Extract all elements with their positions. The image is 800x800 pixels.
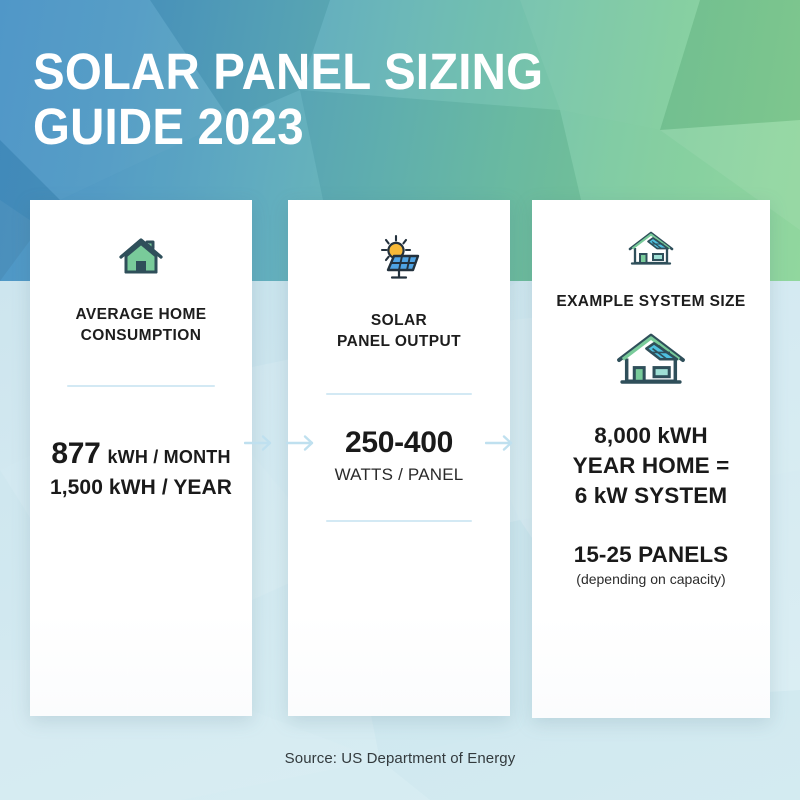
consumption-secondary-value: 1,500 kWH / YEAR bbox=[49, 476, 233, 499]
panel-output-value: 250-400 bbox=[345, 426, 453, 459]
house-with-solar-panels-icon bbox=[626, 230, 676, 268]
consumption-value: 877 bbox=[51, 437, 101, 470]
house-with-solar-panels-large-icon bbox=[613, 331, 689, 389]
arrow-right-icon-1 bbox=[243, 433, 274, 458]
card-heading: SOLAR PANEL OUTPUT bbox=[337, 312, 461, 350]
card-surface bbox=[288, 200, 510, 716]
consumption-unit: kWH / MONTH bbox=[107, 447, 231, 467]
card-content: AVERAGE HOME CONSUMPTION 877 kWH / MONTH… bbox=[30, 200, 252, 716]
panel-count: 15-25 PANELS bbox=[573, 542, 729, 567]
card-average-home-consumption: AVERAGE HOME CONSUMPTION 877 kWH / MONTH… bbox=[30, 200, 252, 716]
divider-top bbox=[326, 393, 472, 395]
system-size-line-3: 6 kW SYSTEM bbox=[574, 483, 728, 508]
card-surface bbox=[30, 200, 252, 716]
card-solar-panel-output: SOLAR PANEL OUTPUT 250-400 WATTS / PANEL bbox=[288, 200, 510, 716]
card-example-system-size: EXAMPLE SYSTEM SIZE bbox=[532, 200, 770, 718]
divider-bottom bbox=[326, 520, 472, 522]
panel-count-note: (depending on capacity) bbox=[576, 571, 726, 587]
system-size-line-1: 8,000 kWH bbox=[594, 423, 708, 448]
source-footer: Source: US Department of Energy bbox=[284, 750, 516, 767]
card-heading: EXAMPLE SYSTEM SIZE bbox=[556, 293, 746, 310]
arrow-right-icon-2 bbox=[285, 433, 316, 458]
card-content: EXAMPLE SYSTEM SIZE bbox=[532, 200, 770, 718]
panel-count-block: 15-25 PANELS (depending on capacity) bbox=[574, 540, 729, 589]
primary-value-row: 877 kWH / MONTH bbox=[51, 437, 230, 471]
page-title: SOLAR PANEL SIZING GUIDE 2023 bbox=[33, 43, 544, 155]
card-heading: AVERAGE HOME CONSUMPTION bbox=[75, 306, 207, 344]
divider bbox=[67, 385, 215, 387]
card-surface bbox=[532, 200, 770, 718]
card-content: SOLAR PANEL OUTPUT 250-400 WATTS / PANEL bbox=[288, 200, 510, 716]
sun-solar-panel-icon bbox=[375, 234, 423, 280]
system-size-block: 8,000 kWH YEAR HOME = 6 kW SYSTEM bbox=[573, 421, 730, 511]
arrow-right-icon-3 bbox=[484, 433, 515, 458]
house-icon bbox=[119, 236, 163, 278]
system-size-line-2: YEAR HOME = bbox=[572, 453, 730, 478]
panel-output-unit: WATTS / PANEL bbox=[334, 465, 464, 484]
